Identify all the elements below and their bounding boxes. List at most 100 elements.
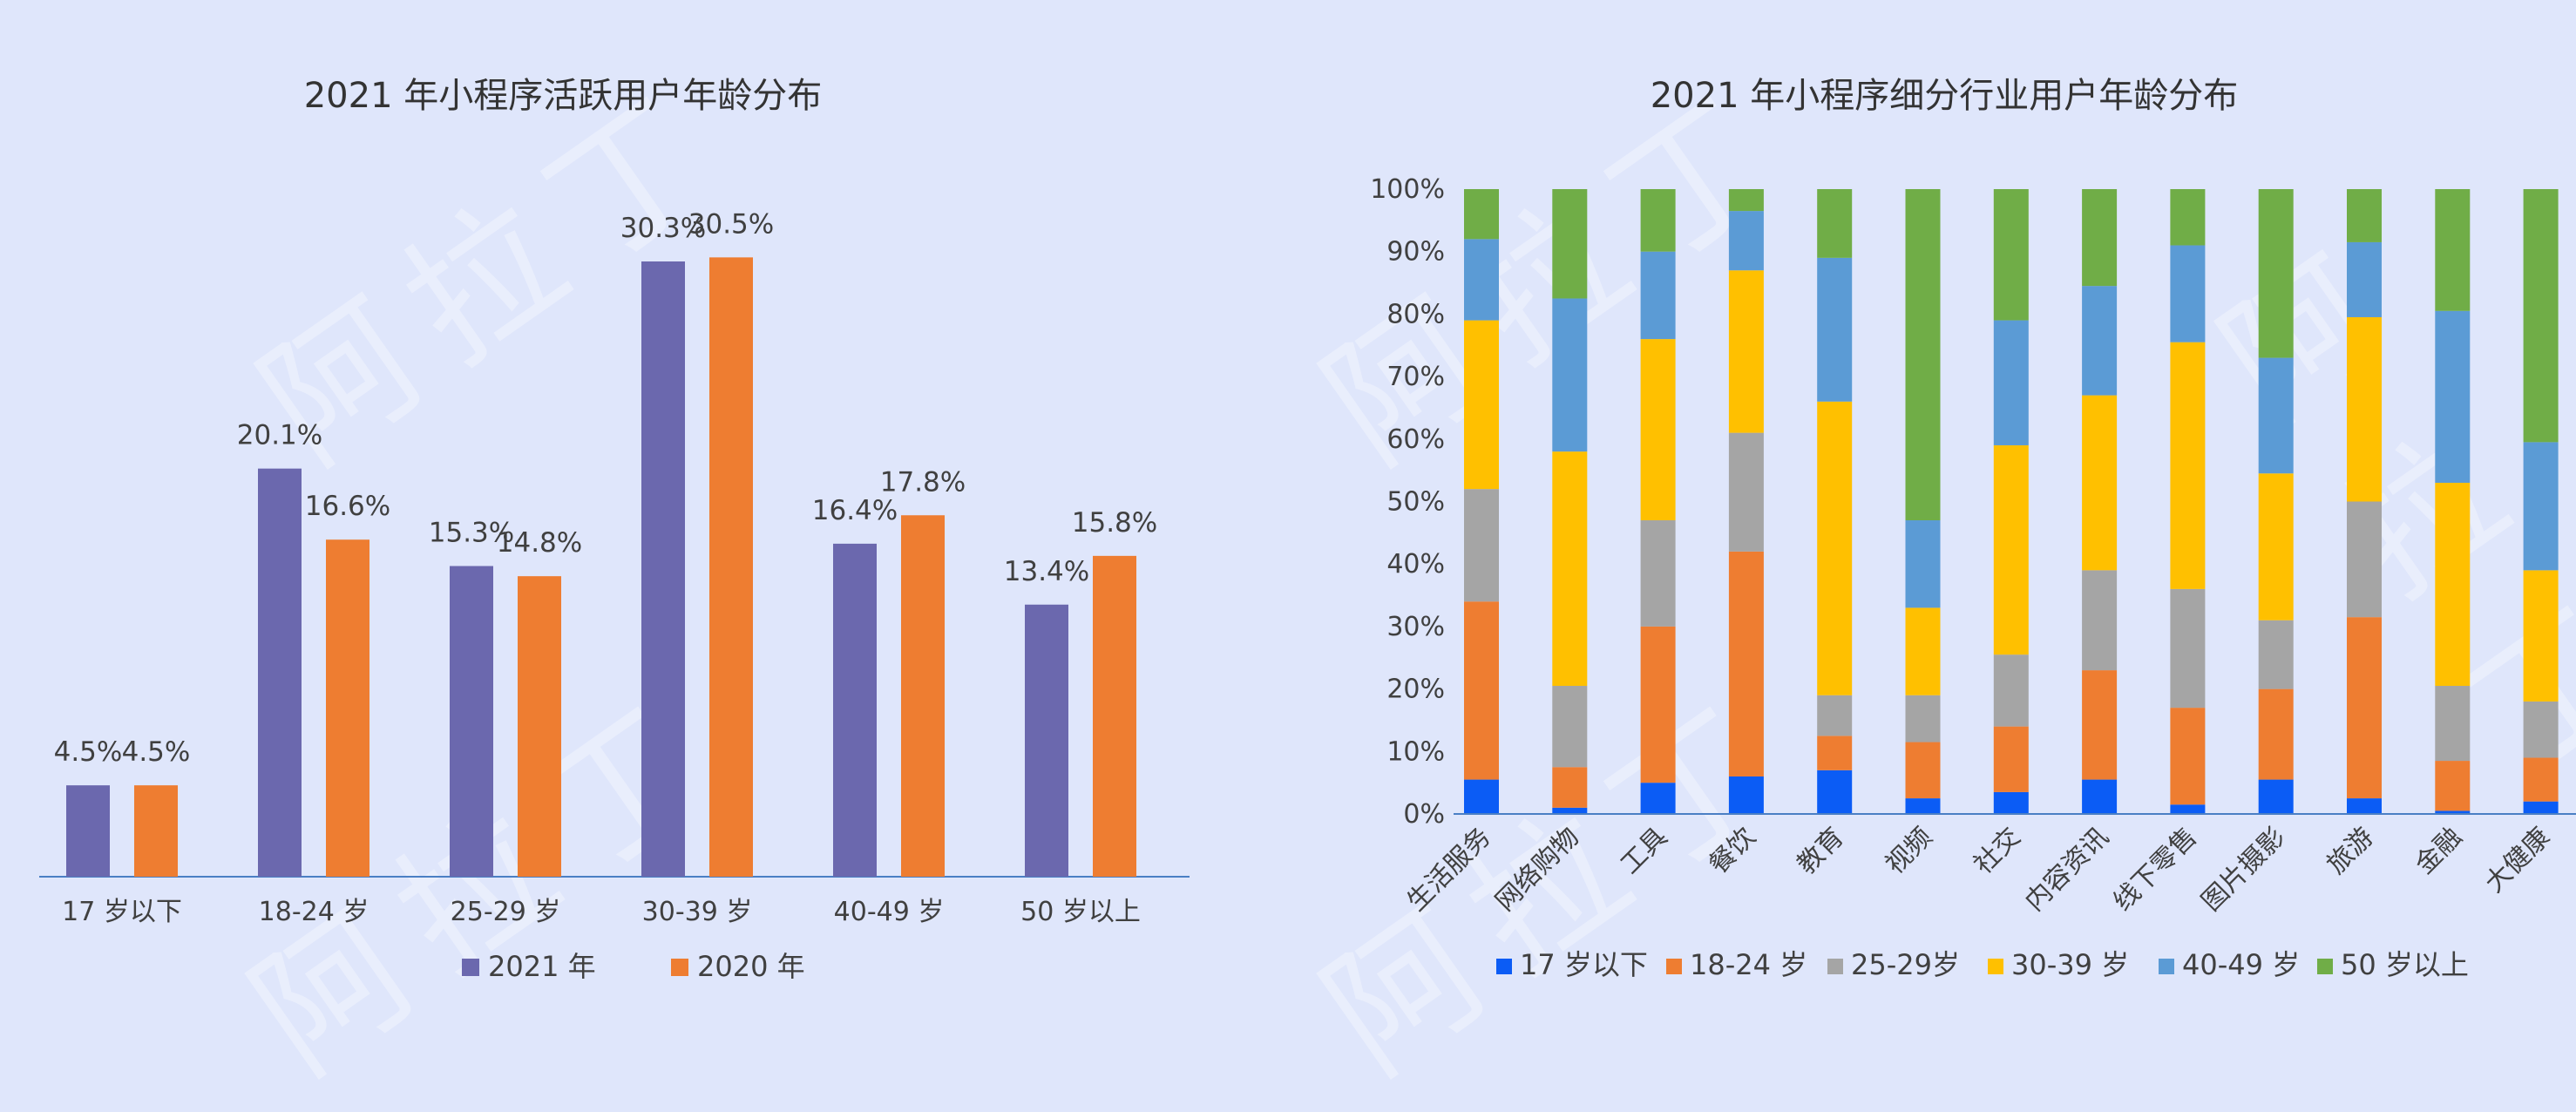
- x-tick-label: 教育: [1792, 822, 1850, 880]
- stack-segment: [1552, 298, 1588, 452]
- stack-segment: [2082, 286, 2118, 396]
- data-label: 4.5%: [122, 736, 191, 768]
- stack-segment: [1728, 776, 1764, 814]
- right-chart-title: 2021 年小程序细分行业用户年龄分布: [1651, 76, 2239, 116]
- y-tick-label: 40%: [1386, 549, 1445, 580]
- legend-label: 2021 年: [488, 950, 596, 983]
- stack-segment: [1464, 779, 1499, 814]
- stack-segment: [2258, 620, 2294, 689]
- stack-segment: [1905, 520, 1941, 608]
- stack-segment: [1905, 798, 1941, 814]
- stack-segment: [1728, 211, 1764, 271]
- stack-segment: [1905, 607, 1941, 695]
- stack-segment: [1640, 783, 1676, 814]
- x-tick-label: 社交: [1968, 822, 2026, 880]
- stack-segment: [2523, 189, 2559, 443]
- stack-segment: [2347, 189, 2382, 242]
- stack-segment: [2082, 670, 2118, 780]
- data-label: 30.3%: [620, 213, 706, 244]
- charts-canvas: 2021 年小程序活跃用户年龄分布 4.5% 4.5% 17 岁以下 20.1% 16.…: [39, 76, 2576, 983]
- stack-segment: [1993, 654, 2029, 727]
- bar-2020: [134, 785, 178, 877]
- data-label: 15.8%: [1072, 507, 1157, 539]
- bar-2020: [1093, 555, 1136, 877]
- stack-segment: [2082, 570, 2118, 671]
- stack-segment: [2082, 395, 2118, 571]
- x-tick-label: 网络购物: [1489, 822, 1585, 918]
- stack-segment: [1464, 489, 1499, 602]
- x-tick-label: 40-49 岁: [834, 897, 945, 927]
- y-tick-label: 0%: [1403, 799, 1445, 830]
- stack-segment: [2435, 810, 2471, 814]
- y-tick-label: 30%: [1386, 612, 1445, 642]
- stack-segment: [2523, 442, 2559, 571]
- stack-segment: [2347, 241, 2382, 317]
- stack-segment: [1464, 601, 1499, 780]
- stack-segment: [2347, 316, 2382, 502]
- y-tick-label: 70%: [1386, 362, 1445, 392]
- legend-label: 30-39 岁: [2011, 948, 2129, 981]
- stack-segment: [1817, 736, 1853, 770]
- stack-segment: [1728, 189, 1764, 212]
- stack-segment: [2082, 189, 2118, 287]
- bar-2021: [450, 566, 493, 877]
- data-label: 4.5%: [54, 736, 123, 768]
- stack-segment: [2170, 588, 2206, 709]
- stack-segment: [1552, 807, 1588, 814]
- stack-segment: [2523, 757, 2559, 802]
- y-tick-label: 50%: [1386, 487, 1445, 518]
- stack-segment: [2258, 357, 2294, 474]
- stack-segment: [1993, 791, 2029, 814]
- bar-2021: [641, 261, 685, 877]
- stack-segment: [1640, 626, 1676, 783]
- stack-segment: [1640, 189, 1676, 252]
- stack-segment: [2523, 570, 2559, 702]
- stack-segment: [2258, 473, 2294, 620]
- stack-segment: [1817, 401, 1853, 695]
- x-tick-label: 17 岁以下: [62, 897, 182, 927]
- stack-segment: [1464, 189, 1499, 240]
- y-tick-label: 80%: [1386, 299, 1445, 329]
- stack-segment: [1905, 189, 1941, 521]
- legend-label: 2020 年: [697, 950, 805, 983]
- stack-segment: [2523, 701, 2559, 758]
- bar-2020: [901, 515, 945, 877]
- x-tick-label: 生活服务: [1401, 822, 1497, 918]
- stack-segment: [1728, 551, 1764, 776]
- legend-swatch-0: [462, 959, 479, 976]
- stack-segment: [2435, 189, 2471, 311]
- legend-label: 17 岁以下: [1520, 948, 1648, 981]
- stack-segment: [1905, 742, 1941, 799]
- legend-label: 40-49 岁: [2182, 948, 2300, 981]
- y-tick-label: 90%: [1386, 237, 1445, 268]
- x-tick-label: 30-39 岁: [642, 897, 753, 927]
- bar-2021: [66, 785, 110, 877]
- legend-label: 25-29岁: [1851, 948, 1960, 981]
- x-tick-label: 旅游: [2321, 822, 2379, 880]
- legend-swatch-4: [2159, 959, 2174, 974]
- stack-segment: [2258, 688, 2294, 780]
- stack-segment: [2082, 779, 2118, 814]
- stack-segment: [1464, 320, 1499, 490]
- x-tick-label: 大健康: [2479, 822, 2556, 898]
- legend-swatch-0: [1496, 959, 1512, 974]
- stack-segment: [2347, 501, 2382, 618]
- legend-label: 18-24 岁: [1690, 948, 1807, 981]
- legend-swatch-5: [2317, 959, 2333, 974]
- bar-2020: [326, 539, 369, 877]
- stack-segment: [1728, 432, 1764, 552]
- stack-segment: [1817, 695, 1853, 736]
- legend-swatch-3: [1988, 959, 2003, 974]
- data-label: 17.8%: [880, 466, 966, 498]
- stack-segment: [2347, 798, 2382, 814]
- stack-segment: [1552, 189, 1588, 299]
- bar-2021: [1025, 604, 1068, 877]
- stack-segment: [1640, 339, 1676, 521]
- legend-label: 50 岁以上: [2341, 948, 2469, 981]
- x-tick-label: 金融: [2410, 822, 2468, 880]
- stack-segment: [1552, 767, 1588, 808]
- x-tick-label: 图片摄影: [2196, 822, 2292, 918]
- stack-segment: [2523, 801, 2559, 814]
- stack-segment: [1640, 251, 1676, 340]
- x-tick-label: 18-24 岁: [259, 897, 369, 927]
